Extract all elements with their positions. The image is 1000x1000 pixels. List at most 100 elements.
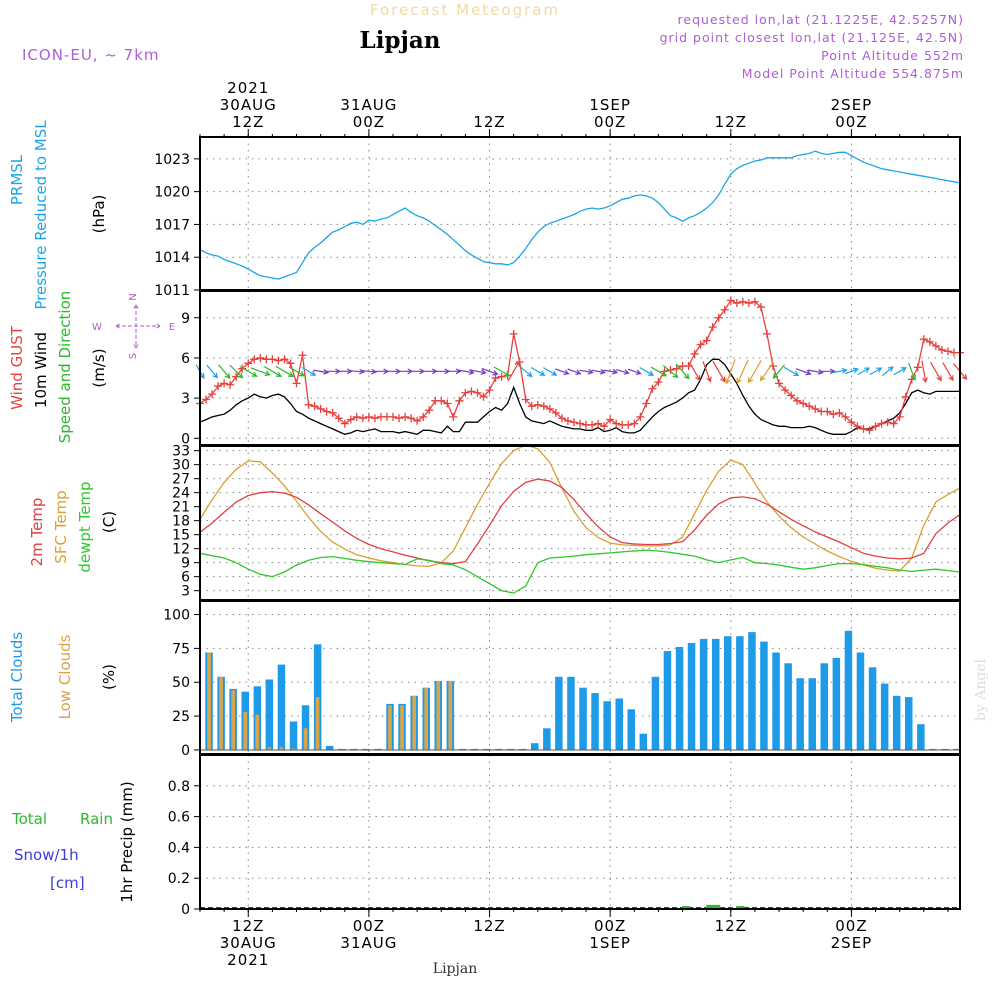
wind-gust-marker: [937, 345, 946, 354]
total-clouds-bar: [531, 743, 539, 750]
wind-direction-arrow: [543, 367, 558, 376]
top-time-label: 00Z: [353, 113, 385, 131]
total-clouds-bar: [663, 651, 672, 750]
wind-gust-marker: [340, 419, 349, 428]
wind-gust-marker: [370, 414, 379, 423]
wind-gust-marker: [871, 422, 880, 431]
wind-direction-arrow: [627, 368, 642, 375]
wind-direction-arrow: [263, 365, 282, 377]
wind-gust-marker: [919, 335, 928, 344]
wind-gust-marker: [413, 416, 422, 425]
pressure-ytick-label-4: 1023: [154, 152, 190, 168]
bottom-time-label: 30AUG: [220, 934, 277, 952]
wind-gust-marker: [274, 356, 283, 365]
wind-direction-arrow: [218, 364, 231, 379]
wind-ytick-label-2: 6: [181, 351, 190, 367]
wind-gust-marker: [726, 296, 735, 305]
wind-gust-marker: [346, 415, 355, 424]
low-clouds-bar: [291, 748, 296, 750]
total-clouds-bar: [796, 678, 804, 750]
wind-gust-marker: [220, 379, 229, 388]
wind-gust-marker: [244, 359, 253, 368]
bottom-time-label: 31AUG: [340, 934, 397, 952]
rain-bar: [682, 906, 691, 908]
total-clouds-bar: [651, 676, 660, 750]
wind-gust-marker: [883, 418, 892, 427]
temp-ytick-label-1: 6: [181, 570, 190, 586]
rain-bar: [706, 904, 715, 908]
wind-gust-marker: [563, 416, 572, 425]
compass-north: N: [128, 293, 139, 300]
wind-gust-marker: [708, 323, 717, 332]
wind-gust-label: Wind GUST: [8, 325, 26, 410]
total-clouds-bar: [639, 733, 648, 750]
wind-gust-marker: [238, 364, 247, 373]
wind-gust-marker: [539, 402, 548, 411]
wind-direction-arrow: [519, 365, 533, 378]
temp-ytick-label-8: 27: [172, 472, 190, 488]
pressure-line: [199, 150, 961, 280]
wind-direction-arrow: [689, 362, 701, 382]
top-time-label: 31AUG: [340, 96, 397, 114]
wind-direction-arrow: [579, 368, 594, 375]
wind-direction-arrow: [250, 367, 271, 377]
wind-direction-arrow: [844, 367, 859, 375]
wind-gust-marker: [847, 418, 856, 427]
clouds-panel: Total Clouds Low Clouds (%): [8, 632, 118, 724]
wind-direction-arrow: [921, 360, 928, 384]
total-label: Total: [11, 810, 47, 828]
wind-gust-marker: [226, 380, 235, 389]
wind-direction-arrow: [567, 368, 582, 375]
wind-gust-marker: [286, 359, 295, 368]
wind-gust-marker: [913, 363, 922, 372]
wind-gust-marker: [479, 392, 488, 401]
wind-gust-marker: [744, 299, 753, 308]
total-clouds-bar: [325, 745, 334, 750]
total-clouds-bar: [856, 652, 865, 750]
wind-direction-arrow: [469, 369, 487, 375]
wind-gust-marker: [630, 419, 639, 428]
bottom-time-label: 2SEP: [831, 934, 873, 952]
wind-direction-arrow: [736, 359, 749, 384]
wind-direction-arrow: [288, 366, 306, 377]
total-clouds-bar: [953, 748, 961, 750]
grid-point-coordinates: grid point closest lon,lat (21.125E, 42.…: [660, 30, 964, 45]
wind-gust-marker: [787, 391, 796, 400]
wind-gust-marker: [509, 329, 518, 338]
wind-gust-marker: [793, 396, 802, 405]
total-clouds-bar: [892, 695, 901, 750]
wind-gust-marker: [551, 408, 560, 417]
wind-gust-marker: [732, 299, 741, 308]
wind-gust-marker: [491, 374, 500, 383]
requested-coordinates: requested lon,lat (21.1225E, 42.5257N): [678, 12, 964, 27]
wind-gust-marker: [557, 414, 566, 423]
wind-direction-arrow: [603, 368, 619, 375]
wind-direction-arrow: [338, 368, 353, 375]
total-clouds-bar: [808, 678, 816, 750]
wind-gust-marker: [437, 396, 446, 405]
wind-gust-marker: [298, 351, 307, 360]
wind-direction-arrow: [832, 367, 848, 374]
wind-direction-arrow: [591, 368, 606, 375]
total-clouds-bar: [748, 632, 756, 750]
model-point-altitude: Model Point Altitude 554.875m: [742, 66, 964, 81]
wind-gust-marker: [389, 412, 398, 421]
total-clouds-bar: [555, 676, 563, 750]
wind-gust-marker: [358, 414, 367, 423]
wind-direction-arrow: [313, 369, 330, 375]
precip-frame: [199, 754, 961, 910]
top-time-label: 12Z: [473, 113, 505, 131]
rain-bar: [712, 904, 721, 908]
wind-gust-marker: [401, 412, 410, 421]
wind-gust-marker: [545, 404, 554, 413]
temp-ytick-label-5: 18: [172, 514, 190, 530]
wind-gust-marker: [756, 303, 765, 312]
total-clouds-bar: [289, 721, 298, 750]
clouds-ytick-label-4: 100: [163, 608, 190, 624]
wind-gust-marker: [485, 386, 494, 395]
bottom-time-label: 2021: [227, 951, 269, 969]
wind-direction-arrow: [239, 365, 258, 377]
wind-direction-arrow: [662, 364, 679, 379]
clouds-ytick-label-0: 0: [181, 743, 190, 759]
